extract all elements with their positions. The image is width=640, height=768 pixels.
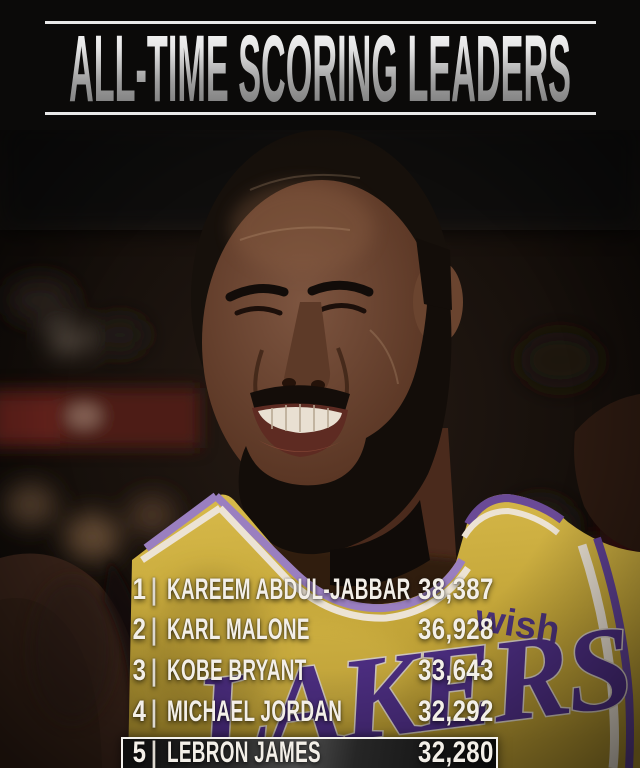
rank-separator: | (151, 613, 157, 646)
rank-separator: | (151, 736, 157, 768)
highlight-box-lebron (121, 737, 498, 768)
player-name: LEBRON JAMES (167, 736, 321, 768)
vignette (0, 120, 640, 768)
leaderboard-row-2: 2 | KARL MALONE 36,928 (0, 615, 640, 645)
rank-number: 3 (132, 654, 146, 687)
leaderboard-row-1: 1 | KAREEM ABDUL-JABBAR 38,387 (0, 575, 640, 605)
player-name: KARL MALONE (167, 613, 310, 646)
leaderboard-row-4: 4 | MICHAEL JORDAN 32,292 (0, 697, 640, 727)
title-band: ALL-TIME SCORING LEADERS (0, 0, 640, 130)
points-value: 33,643 (418, 654, 494, 687)
rank-number: 2 (132, 613, 146, 646)
player-name: KAREEM ABDUL-JABBAR (167, 573, 411, 606)
rank-number: 1 (132, 573, 146, 606)
rank-number: 4 (132, 695, 146, 728)
rank-separator: | (151, 654, 157, 687)
title-art: ALL-TIME SCORING LEADERS (69, 16, 571, 122)
title-rule-bottom (45, 112, 596, 115)
rank-separator: | (151, 695, 157, 728)
points-value: 32,280 (418, 736, 494, 768)
points-value: 36,928 (418, 613, 494, 646)
player-name: MICHAEL JORDAN (167, 695, 343, 728)
leaderboard-row-5-highlighted: 5 | LEBRON JAMES 32,280 (0, 738, 640, 768)
leaderboard-row-3: 3 | KOBE BRYANT 33,643 (0, 656, 640, 686)
player-name: KOBE BRYANT (167, 654, 307, 687)
rank-separator: | (151, 573, 157, 606)
page-title: ALL-TIME SCORING LEADERS (69, 16, 571, 122)
points-value: 32,292 (418, 695, 494, 728)
title-rule-top (45, 21, 596, 24)
rank-number: 5 (132, 736, 146, 768)
points-value: 38,387 (418, 573, 494, 606)
